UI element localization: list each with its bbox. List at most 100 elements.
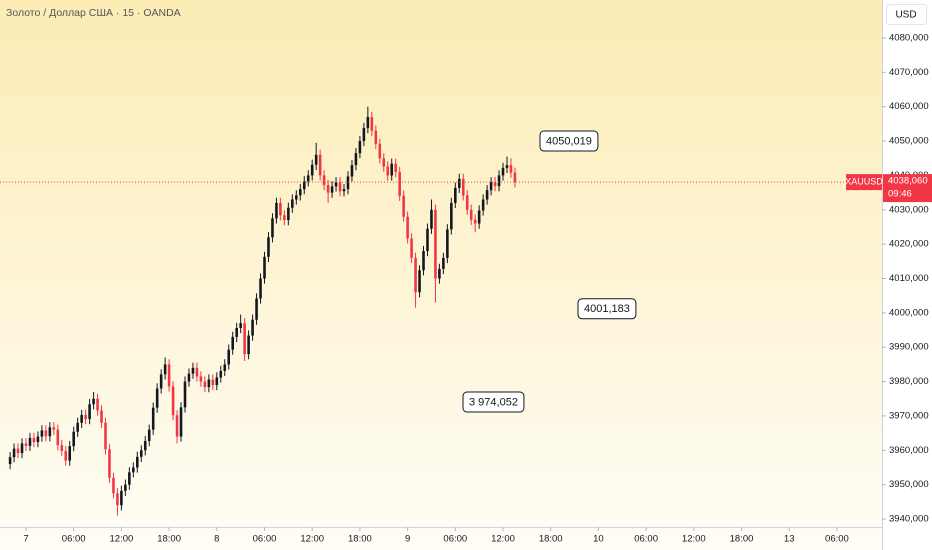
x-tick-label: 12:00: [491, 534, 515, 545]
candle-body: [116, 493, 119, 506]
candle-body: [481, 199, 485, 211]
candle-body: [223, 364, 227, 371]
candle-body: [477, 210, 481, 224]
candle-body: [430, 209, 433, 229]
candle-body: [231, 336, 234, 350]
candle-body: [354, 153, 358, 166]
x-tick-label: 7: [23, 534, 28, 545]
candle-body: [394, 163, 397, 173]
candle-body: [406, 216, 409, 239]
price-annotation: 4050,019: [539, 130, 599, 152]
candle-body: [219, 370, 223, 378]
price-annotation: 4001,183: [577, 298, 637, 320]
candle-body: [442, 257, 445, 269]
y-tick-label: 4000,000: [889, 307, 929, 318]
candle-body: [32, 437, 36, 443]
candle-body: [24, 443, 28, 446]
candle-body: [36, 436, 40, 443]
symbol-tag: [846, 174, 882, 191]
candle-body: [207, 379, 211, 388]
candle-body: [171, 386, 175, 416]
candle-body: [175, 415, 179, 437]
candle-body: [513, 172, 517, 183]
x-tick-label: 12:00: [300, 534, 324, 545]
candle-body: [326, 185, 330, 193]
candle-body: [298, 189, 302, 196]
candle-body: [64, 450, 68, 461]
candle-body: [112, 477, 115, 494]
candle-body: [501, 167, 505, 176]
candle-body: [366, 117, 370, 129]
candle-body: [108, 449, 111, 478]
x-tick-label: 06:00: [443, 534, 467, 545]
candle-body: [279, 202, 282, 216]
candle-body: [20, 443, 24, 454]
candle-body: [215, 377, 219, 386]
candle-body: [76, 422, 79, 432]
candle-body: [485, 190, 489, 200]
candle-body: [239, 323, 242, 328]
candle-body: [195, 367, 199, 377]
x-tick-label: 13: [784, 534, 795, 545]
candle-body: [12, 448, 16, 458]
y-tick-label: 3950,000: [889, 479, 929, 490]
x-tick-label: 18:00: [157, 534, 181, 545]
candle-body: [402, 195, 405, 217]
candle-body: [16, 448, 20, 454]
x-tick-label: 18:00: [730, 534, 754, 545]
candle-body: [374, 130, 378, 144]
candle-body: [159, 374, 163, 389]
candle-body: [28, 437, 32, 446]
candle-body: [8, 457, 12, 465]
candle-body: [199, 376, 203, 382]
annotation-box: [539, 130, 599, 152]
y-tick-label: 4060,000: [889, 101, 929, 112]
y-tick-label: 3940,000: [889, 514, 929, 525]
chart-title: Золото / Доллар США · 15 · OANDA: [6, 7, 181, 19]
y-tick-label: 3970,000: [889, 410, 929, 421]
x-tick-label: 18:00: [348, 534, 372, 545]
currency-label[interactable]: USD: [895, 10, 916, 21]
candle-body: [469, 209, 473, 220]
candle-body: [291, 199, 294, 208]
candle-body: [203, 381, 207, 388]
candle-body: [283, 215, 286, 221]
candle-body: [382, 158, 386, 167]
candle-body: [493, 182, 497, 187]
y-tick-label: 4080,000: [889, 33, 929, 44]
y-tick-label: 4030,000: [889, 204, 929, 215]
annotation-label: 4001,183: [584, 303, 630, 315]
x-tick-label: 10: [593, 534, 604, 545]
candle-body: [151, 407, 155, 430]
candle-body: [235, 327, 238, 337]
candle-body: [143, 441, 147, 451]
candle-body: [465, 195, 469, 210]
x-tick-label: 06:00: [634, 534, 658, 545]
candle-body: [251, 319, 254, 336]
y-tick-label: 3980,000: [889, 376, 929, 387]
annotation-label: 3 974,052: [469, 396, 518, 408]
candle-body: [139, 450, 143, 457]
candle-body: [322, 175, 326, 186]
candle-body: [183, 381, 187, 408]
candle-body: [271, 218, 274, 238]
candle-body: [247, 335, 250, 355]
candle-body: [378, 143, 382, 159]
annotation-box: [577, 298, 637, 320]
candle-body: [489, 182, 493, 191]
x-tick-label: 06:00: [62, 534, 86, 545]
candle-body: [386, 166, 390, 176]
x-tick-label: 06:00: [253, 534, 277, 545]
x-tick-label: 12:00: [682, 534, 706, 545]
candle-body: [457, 178, 461, 188]
annotation-label: 4050,019: [546, 135, 592, 147]
candle-body: [132, 467, 135, 473]
candle-body: [370, 117, 374, 131]
currency-button[interactable]: [886, 4, 927, 25]
candle-body: [338, 182, 342, 192]
candle-body: [68, 446, 72, 461]
candle-body: [450, 202, 453, 230]
candle-body: [96, 398, 99, 411]
plot-background: [0, 0, 882, 550]
